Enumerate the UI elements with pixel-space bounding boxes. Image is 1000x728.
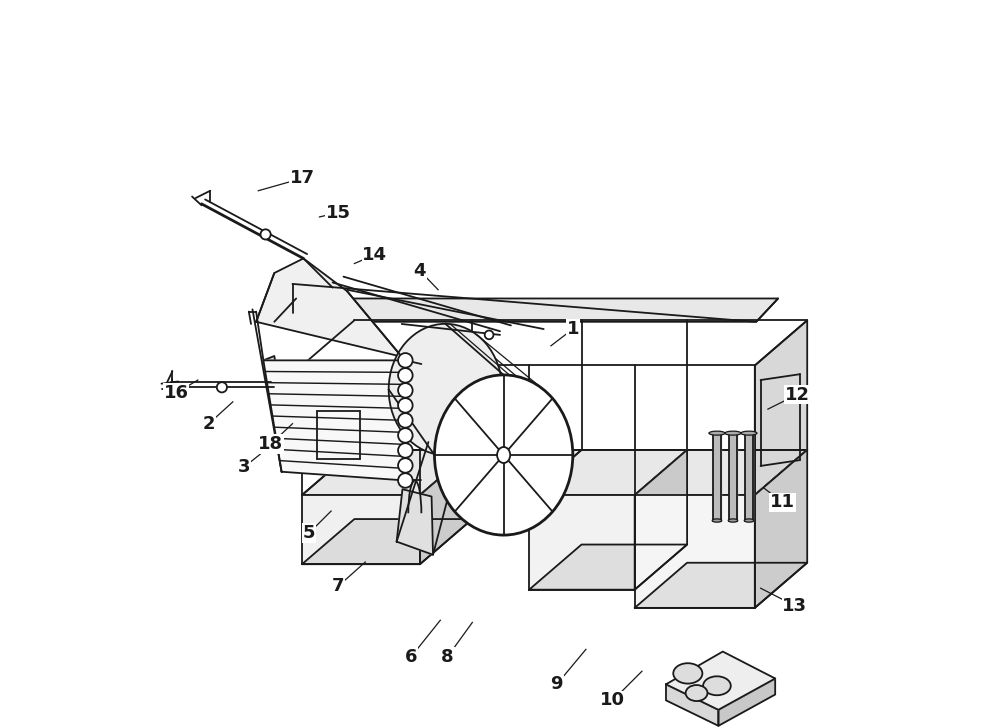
Ellipse shape <box>744 519 754 522</box>
Polygon shape <box>713 433 721 521</box>
Text: 12: 12 <box>785 386 810 403</box>
Text: 8: 8 <box>441 648 454 665</box>
Polygon shape <box>755 450 807 608</box>
Text: 6: 6 <box>405 648 417 665</box>
Circle shape <box>217 382 227 392</box>
Ellipse shape <box>434 375 573 535</box>
Polygon shape <box>745 433 753 521</box>
Text: 18: 18 <box>258 435 283 453</box>
Ellipse shape <box>728 519 738 522</box>
Circle shape <box>398 383 413 397</box>
Ellipse shape <box>741 431 757 435</box>
Circle shape <box>398 458 413 472</box>
Polygon shape <box>420 450 472 564</box>
Polygon shape <box>666 652 775 710</box>
Text: 17: 17 <box>289 170 314 187</box>
Circle shape <box>398 414 413 427</box>
Polygon shape <box>755 320 807 495</box>
Ellipse shape <box>725 431 741 435</box>
Circle shape <box>398 428 413 443</box>
Circle shape <box>398 443 413 458</box>
Polygon shape <box>302 450 807 495</box>
Ellipse shape <box>709 431 725 435</box>
Text: 3: 3 <box>237 459 250 476</box>
Polygon shape <box>529 545 687 590</box>
Text: 2: 2 <box>203 415 215 432</box>
Polygon shape <box>274 298 778 322</box>
Ellipse shape <box>686 685 707 701</box>
Polygon shape <box>718 678 775 726</box>
Polygon shape <box>302 495 420 564</box>
Polygon shape <box>635 563 807 608</box>
Ellipse shape <box>673 663 702 684</box>
Text: 9: 9 <box>551 676 563 693</box>
Text: 15: 15 <box>326 204 351 221</box>
Polygon shape <box>263 360 405 480</box>
Polygon shape <box>729 433 737 521</box>
Text: 14: 14 <box>362 246 387 264</box>
Polygon shape <box>263 356 293 472</box>
Text: 1: 1 <box>567 320 579 338</box>
Text: 7: 7 <box>332 577 345 595</box>
Polygon shape <box>256 258 402 357</box>
Text: 5: 5 <box>303 524 316 542</box>
Circle shape <box>485 331 493 339</box>
Polygon shape <box>302 365 755 495</box>
Text: 4: 4 <box>414 262 426 280</box>
Circle shape <box>260 229 271 240</box>
Polygon shape <box>529 495 635 590</box>
Circle shape <box>398 398 413 413</box>
Circle shape <box>398 353 413 368</box>
Text: 10: 10 <box>600 692 625 709</box>
Text: 13: 13 <box>782 597 807 614</box>
Text: 11: 11 <box>770 494 795 511</box>
Ellipse shape <box>703 676 731 695</box>
Ellipse shape <box>389 324 502 455</box>
Ellipse shape <box>712 519 722 522</box>
Text: 16: 16 <box>164 384 189 402</box>
Polygon shape <box>635 450 687 590</box>
Polygon shape <box>635 495 755 608</box>
Ellipse shape <box>497 447 510 463</box>
Circle shape <box>398 473 413 488</box>
Polygon shape <box>302 519 472 564</box>
Polygon shape <box>666 684 718 726</box>
Circle shape <box>398 368 413 383</box>
Polygon shape <box>397 489 433 555</box>
